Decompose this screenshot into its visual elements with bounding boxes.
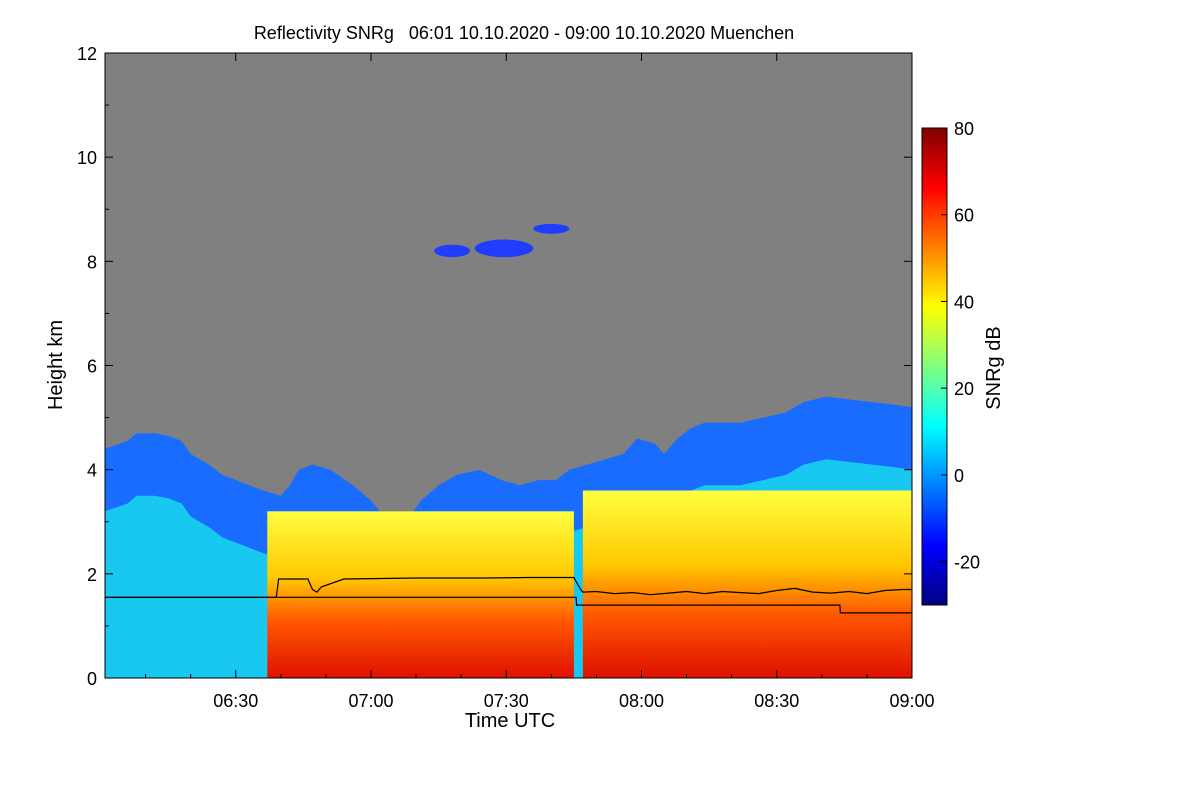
y-tick-label: 6 bbox=[87, 357, 97, 377]
strong-echo-zone-2 bbox=[582, 490, 912, 678]
x-axis-label: Time UTC bbox=[465, 710, 555, 732]
x-axis: 06:30 07:00 07:30 08:00 08:30 09:00 bbox=[145, 53, 935, 711]
x-tick-label: 08:00 bbox=[619, 691, 664, 711]
colorbar-tick-label: 0 bbox=[954, 466, 964, 486]
y-tick-label: 12 bbox=[77, 44, 97, 64]
y-tick-label: 10 bbox=[77, 148, 97, 168]
y-tick-label: 2 bbox=[87, 565, 97, 585]
y-axis: 0 2 4 6 8 10 12 bbox=[77, 44, 912, 689]
strong-echo-zone-1 bbox=[267, 511, 574, 678]
x-tick-label: 07:30 bbox=[484, 691, 529, 711]
x-tick-label: 09:00 bbox=[889, 691, 934, 711]
x-tick-label: 07:00 bbox=[348, 691, 393, 711]
colorbar-label: SNRg dB bbox=[983, 326, 1005, 409]
colorbar-tick-label: 60 bbox=[954, 206, 974, 226]
colorbar bbox=[921, 127, 948, 606]
plot-content bbox=[105, 223, 912, 678]
y-tick-label: 0 bbox=[87, 669, 97, 689]
series-line-2 bbox=[105, 596, 912, 614]
colorbar-tick-label: 20 bbox=[954, 379, 974, 399]
y-tick-label: 8 bbox=[87, 252, 97, 272]
series-line-1 bbox=[105, 576, 912, 598]
y-axis-label: Height km bbox=[45, 320, 67, 410]
high-cloud-3 bbox=[533, 223, 570, 234]
x-tick-label: 08:30 bbox=[754, 691, 799, 711]
high-cloud-1 bbox=[434, 244, 471, 258]
colorbar-axis: -20 0 20 40 60 80 bbox=[941, 119, 980, 573]
x-tick-label: 06:30 bbox=[213, 691, 258, 711]
chart-title: Reflectivity SNRg 06:01 10.10.2020 - 09:… bbox=[254, 23, 794, 43]
colorbar-tick-label: 80 bbox=[954, 119, 974, 139]
colorbar-tick-label: -20 bbox=[954, 553, 980, 573]
colorbar-tick-label: 40 bbox=[954, 292, 974, 312]
y-tick-label: 4 bbox=[87, 461, 97, 481]
high-cloud-2 bbox=[474, 239, 534, 258]
